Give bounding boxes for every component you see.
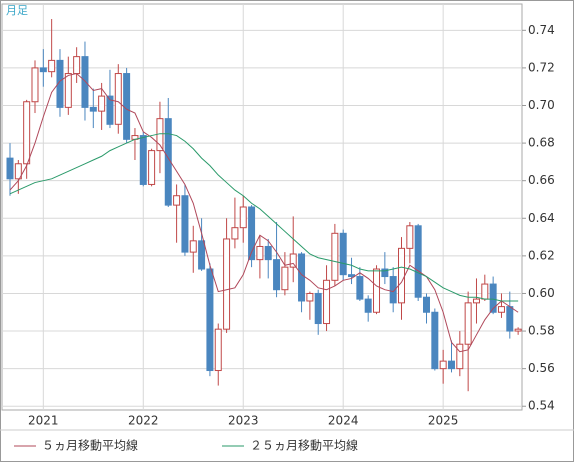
candle-body <box>331 232 339 281</box>
candle-body <box>106 95 114 125</box>
candle-body <box>314 292 322 325</box>
candle-body <box>414 225 422 298</box>
candle-body <box>14 163 22 180</box>
candle-body <box>456 343 464 370</box>
candle-body <box>281 266 289 291</box>
y-tick-label: 0.60 <box>528 286 555 300</box>
y-tick-label: 0.70 <box>528 98 555 112</box>
candle-body <box>56 59 64 108</box>
y-tick-label: 0.74 <box>528 23 555 37</box>
y-tick-label: 0.68 <box>528 136 555 150</box>
candle-body <box>472 298 480 304</box>
legend-label: ２５ヵ月移動平均線 <box>250 438 358 453</box>
y-tick-label: 0.64 <box>528 211 555 225</box>
candle-body <box>431 311 439 370</box>
legend-label: ５ヵ月移動平均線 <box>42 438 138 453</box>
ma-line <box>9 133 519 302</box>
candle-body <box>198 240 206 270</box>
candle-body <box>173 195 181 206</box>
candle-body <box>306 292 314 302</box>
candle-body <box>89 106 97 112</box>
candle-body <box>64 73 72 108</box>
candle-body <box>264 245 272 261</box>
candle-body <box>73 56 81 75</box>
x-tick-label: 2021 <box>28 414 59 428</box>
y-tick-label: 0.58 <box>528 324 555 338</box>
candle-body <box>289 253 297 268</box>
candle-body <box>497 306 505 313</box>
candle-body <box>114 73 122 125</box>
candle-body <box>214 328 222 372</box>
candle-body <box>98 95 106 112</box>
candle-body <box>339 232 347 276</box>
candle-body <box>273 259 281 291</box>
candle-body <box>464 302 472 345</box>
candle-body <box>514 328 522 332</box>
candle-body <box>447 360 455 370</box>
candle-body <box>181 195 189 253</box>
candle-body <box>39 67 47 73</box>
candle-body <box>389 276 397 304</box>
candle-body <box>23 101 31 165</box>
y-tick-label: 0.72 <box>528 60 555 74</box>
candle-body <box>406 225 414 249</box>
candle-body <box>373 268 381 313</box>
candle-body <box>189 240 197 253</box>
x-tick-label: 2025 <box>428 414 459 428</box>
y-tick-label: 0.56 <box>528 361 555 375</box>
x-tick-label: 2024 <box>328 414 359 428</box>
y-tick-label: 0.66 <box>528 173 555 187</box>
candle-body <box>148 150 156 185</box>
candle-body <box>31 67 39 103</box>
candle-body <box>81 56 89 108</box>
candle-body <box>239 206 247 229</box>
candle-body <box>139 135 147 185</box>
candle-body <box>356 276 364 300</box>
candle-body <box>206 268 214 372</box>
candle-body <box>506 306 514 332</box>
candle-body <box>231 227 239 240</box>
ma-line <box>9 73 519 353</box>
y-tick-label: 0.54 <box>528 399 555 413</box>
candle-body <box>164 118 172 206</box>
candle-body <box>248 206 256 261</box>
candle-body <box>364 298 372 313</box>
x-tick-label: 2022 <box>128 414 159 428</box>
candle-body <box>423 296 430 313</box>
candle-body <box>348 274 356 278</box>
candle-body <box>256 245 264 261</box>
candle-body <box>323 279 331 325</box>
candle-body <box>6 157 14 180</box>
candle-body <box>439 360 447 370</box>
candle-body <box>223 238 231 330</box>
candle-body <box>381 268 389 278</box>
period-label: 月足 <box>6 4 28 17</box>
candle-body <box>123 73 131 140</box>
candle-body <box>489 283 497 313</box>
candle-body <box>398 247 406 304</box>
y-tick-label: 0.62 <box>528 248 555 262</box>
candle-body <box>481 283 489 300</box>
candle-body <box>48 59 56 73</box>
x-tick-label: 2023 <box>228 414 259 428</box>
candle-body <box>298 253 306 302</box>
